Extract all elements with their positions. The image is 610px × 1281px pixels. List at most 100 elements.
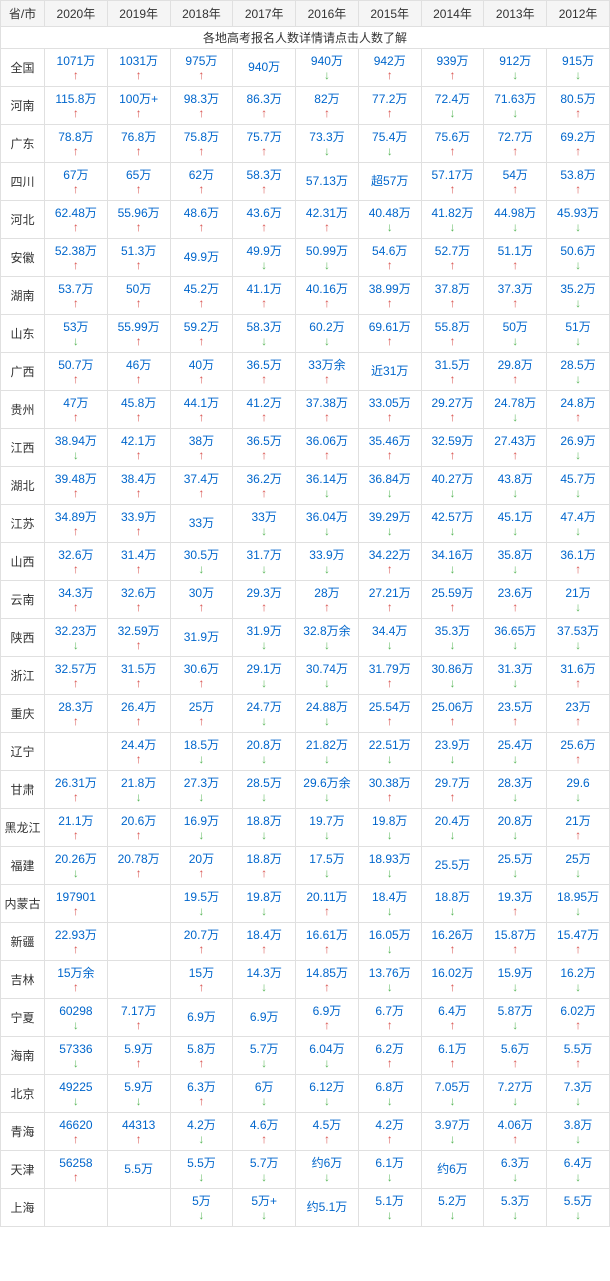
data-cell[interactable]: 31.9万: [170, 619, 233, 657]
data-cell[interactable]: 82万↑: [296, 87, 359, 125]
data-cell[interactable]: 75.6万↑: [421, 125, 484, 163]
data-cell[interactable]: 43.6万↑: [233, 201, 296, 239]
value-link[interactable]: 16.02万: [423, 966, 483, 980]
data-cell[interactable]: 31.5万↑: [107, 657, 170, 695]
data-cell[interactable]: 39.29万↓: [358, 505, 421, 543]
value-link[interactable]: 60298: [46, 1004, 106, 1018]
data-cell[interactable]: 18.8万↓: [421, 885, 484, 923]
value-link[interactable]: 98.3万: [172, 92, 232, 106]
data-cell[interactable]: 7.3万↓: [547, 1075, 610, 1113]
value-link[interactable]: 57.13万: [297, 174, 357, 188]
data-cell[interactable]: 18.93万↓: [358, 847, 421, 885]
value-link[interactable]: 6.3万: [485, 1156, 545, 1170]
value-link[interactable]: 940万: [234, 60, 294, 74]
data-cell[interactable]: 25.6万↑: [547, 733, 610, 771]
data-cell[interactable]: 5.6万↑: [484, 1037, 547, 1075]
value-link[interactable]: 26.9万: [548, 434, 608, 448]
data-cell[interactable]: 38万↑: [170, 429, 233, 467]
value-link[interactable]: 57.17万: [423, 168, 483, 182]
value-link[interactable]: 36.65万: [485, 624, 545, 638]
data-cell[interactable]: 13.76万↓: [358, 961, 421, 999]
data-cell[interactable]: 41.82万↓: [421, 201, 484, 239]
value-link[interactable]: 40.16万: [297, 282, 357, 296]
data-cell[interactable]: 50.99万↓: [296, 239, 359, 277]
data-cell[interactable]: 5.5万↑: [547, 1037, 610, 1075]
value-link[interactable]: 39.48万: [46, 472, 106, 486]
value-link[interactable]: 5.2万: [423, 1194, 483, 1208]
value-link[interactable]: 4.6万: [234, 1118, 294, 1132]
value-link[interactable]: 约5.1万: [297, 1200, 357, 1214]
value-link[interactable]: 21.82万: [297, 738, 357, 752]
value-link[interactable]: 1031万: [109, 54, 169, 68]
data-cell[interactable]: 6.4万↓: [547, 1151, 610, 1189]
data-cell[interactable]: 33.9万↑: [107, 505, 170, 543]
value-link[interactable]: 36.5万: [234, 358, 294, 372]
data-cell[interactable]: 29.1万↓: [233, 657, 296, 695]
data-cell[interactable]: 6.04万↓: [296, 1037, 359, 1075]
data-cell[interactable]: 33万↓: [233, 505, 296, 543]
data-cell[interactable]: 38.94万↓: [45, 429, 108, 467]
data-cell[interactable]: 45.93万↓: [547, 201, 610, 239]
data-cell[interactable]: 32.23万↓: [45, 619, 108, 657]
data-cell[interactable]: 14.3万↓: [233, 961, 296, 999]
value-link[interactable]: 6.8万: [360, 1080, 420, 1094]
value-link[interactable]: 25.59万: [423, 586, 483, 600]
data-cell[interactable]: 31.6万↑: [547, 657, 610, 695]
value-link[interactable]: 6.7万: [360, 1004, 420, 1018]
value-link[interactable]: 38.99万: [360, 282, 420, 296]
value-link[interactable]: 28万: [297, 586, 357, 600]
data-cell[interactable]: 32.8万余↓: [296, 619, 359, 657]
value-link[interactable]: 32.6万: [46, 548, 106, 562]
value-link[interactable]: 31.7万: [234, 548, 294, 562]
value-link[interactable]: 69.2万: [548, 130, 608, 144]
data-cell[interactable]: 78.8万↑: [45, 125, 108, 163]
data-cell[interactable]: 5.7万↓: [233, 1151, 296, 1189]
value-link[interactable]: 31.6万: [548, 662, 608, 676]
value-link[interactable]: 5.7万: [234, 1042, 294, 1056]
value-link[interactable]: 53.8万: [548, 168, 608, 182]
data-cell[interactable]: 32.59万↑: [107, 619, 170, 657]
data-cell[interactable]: 62万↑: [170, 163, 233, 201]
data-cell[interactable]: 16.05万↓: [358, 923, 421, 961]
data-cell[interactable]: 44313↑: [107, 1113, 170, 1151]
value-link[interactable]: 5.5万: [172, 1156, 232, 1170]
data-cell[interactable]: 23.6万↑: [484, 581, 547, 619]
data-cell[interactable]: 5.9万↓: [107, 1075, 170, 1113]
data-cell[interactable]: 35.46万↑: [358, 429, 421, 467]
value-link[interactable]: 5.87万: [485, 1004, 545, 1018]
value-link[interactable]: 30.38万: [360, 776, 420, 790]
data-cell[interactable]: 38.99万↑: [358, 277, 421, 315]
data-cell[interactable]: 19.8万↓: [358, 809, 421, 847]
data-cell[interactable]: 72.4万↓: [421, 87, 484, 125]
data-cell[interactable]: 29.8万↑: [484, 353, 547, 391]
data-cell[interactable]: 25.59万↑: [421, 581, 484, 619]
value-link[interactable]: 14.3万: [234, 966, 294, 980]
data-cell[interactable]: 6.9万: [233, 999, 296, 1037]
value-link[interactable]: 34.89万: [46, 510, 106, 524]
data-cell[interactable]: 31.79万↑: [358, 657, 421, 695]
value-link[interactable]: 20.11万: [297, 890, 357, 904]
data-cell[interactable]: 25.54万↑: [358, 695, 421, 733]
data-cell[interactable]: 30.6万↑: [170, 657, 233, 695]
data-cell[interactable]: 29.6万余↓: [296, 771, 359, 809]
data-cell[interactable]: 34.22万↑: [358, 543, 421, 581]
value-link[interactable]: 25.5万: [485, 852, 545, 866]
data-cell[interactable]: 35.8万↓: [484, 543, 547, 581]
value-link[interactable]: 65万: [109, 168, 169, 182]
value-link[interactable]: 5.7万: [234, 1156, 294, 1170]
data-cell[interactable]: 18.4万↓: [358, 885, 421, 923]
data-cell[interactable]: 1071万↑: [45, 49, 108, 87]
data-cell[interactable]: 25.5万↓: [484, 847, 547, 885]
value-link[interactable]: 60.2万: [297, 320, 357, 334]
data-cell[interactable]: 25万↑: [170, 695, 233, 733]
data-cell[interactable]: 26.9万↓: [547, 429, 610, 467]
value-link[interactable]: 41.82万: [423, 206, 483, 220]
value-link[interactable]: 36.04万: [297, 510, 357, 524]
data-cell[interactable]: 60.2万↓: [296, 315, 359, 353]
data-cell[interactable]: 16.9万↓: [170, 809, 233, 847]
value-link[interactable]: 5.9万: [109, 1080, 169, 1094]
data-cell[interactable]: 45.1万↓: [484, 505, 547, 543]
data-cell[interactable]: 36.65万↓: [484, 619, 547, 657]
data-cell[interactable]: 6.2万↑: [358, 1037, 421, 1075]
data-cell[interactable]: 51.1万↑: [484, 239, 547, 277]
